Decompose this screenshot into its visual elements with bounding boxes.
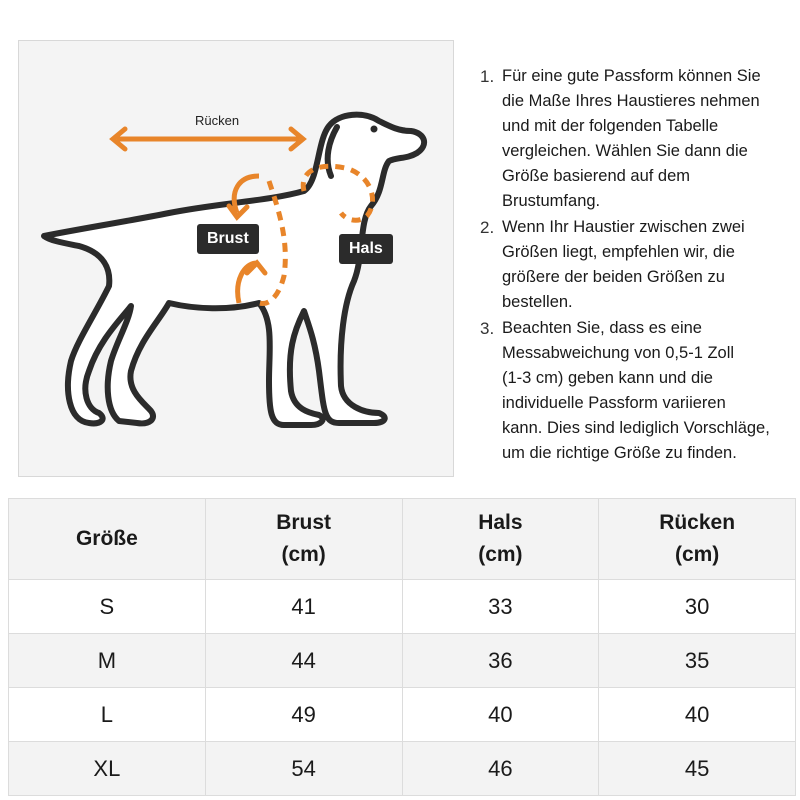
note-line: individuelle Passform variieren xyxy=(502,394,726,412)
dog-outline-icon xyxy=(41,111,428,428)
note-number: 2. xyxy=(480,218,495,237)
cell-back: 45 xyxy=(598,741,796,796)
cell-back: 30 xyxy=(598,579,796,634)
cell-chest: 44 xyxy=(204,633,403,688)
cell-neck: 46 xyxy=(401,741,600,796)
note-line: Beachten Sie, dass es eine xyxy=(502,319,702,337)
dog-measurement-illustration: Rücken Brust Hals xyxy=(18,40,454,477)
cell-chest: 54 xyxy=(204,741,403,796)
cell-size: S xyxy=(8,579,206,634)
cell-neck: 33 xyxy=(401,579,600,634)
header-back: Rücken (cm) xyxy=(598,498,796,580)
note-line: um die richtige Größe zu finden. xyxy=(502,444,737,462)
note-line: Für eine gute Passform können Sie xyxy=(502,67,761,85)
note-number: 1. xyxy=(480,67,495,86)
note-line: Größen liegt, empfehlen wir, die xyxy=(502,243,735,261)
note-line: Brustumfang. xyxy=(502,192,601,210)
cell-chest: 41 xyxy=(204,579,403,634)
cell-size: L xyxy=(8,687,206,742)
table-row: M 44 36 35 xyxy=(8,633,796,688)
cell-size: M xyxy=(8,633,206,688)
back-label: Rücken xyxy=(195,113,240,128)
cell-back: 35 xyxy=(598,633,796,688)
cell-neck: 40 xyxy=(401,687,600,742)
note-3: 3. Beachten Sie, dass es eine Messabweic… xyxy=(478,316,800,466)
note-1: 1. Für eine gute Passform können Sie die… xyxy=(478,64,800,214)
table-header-row: Größe Brust (cm) Hals (cm) Rücken (cm) xyxy=(8,498,796,580)
measurement-notes: 1. Für eine gute Passform können Sie die… xyxy=(478,64,800,467)
table-row: L 49 40 40 xyxy=(8,687,796,742)
cell-back: 40 xyxy=(598,687,796,742)
note-line: größere der beiden Größen zu xyxy=(502,268,725,286)
neck-label: Hals xyxy=(339,234,393,264)
header-size: Größe xyxy=(8,498,206,580)
size-table: Größe Brust (cm) Hals (cm) Rücken (cm) S 41… xyxy=(8,498,796,796)
note-line: Wenn Ihr Haustier zwischen zwei xyxy=(502,218,745,236)
note-line: (1-3 cm) geben kann und die xyxy=(502,369,713,387)
note-line: Messabweichung von 0,5-1 Zoll xyxy=(502,344,735,362)
note-line: vergleichen. Wählen Sie dann die xyxy=(502,142,748,160)
table-row: S 41 33 30 xyxy=(8,579,796,634)
note-line: und mit der folgenden Tabelle xyxy=(502,117,719,135)
note-line: kann. Dies sind lediglich Vorschläge, xyxy=(502,419,770,437)
note-line: Größe basierend auf dem xyxy=(502,167,691,185)
cell-size: XL xyxy=(8,741,206,796)
note-line: bestellen. xyxy=(502,293,573,311)
header-neck: Hals (cm) xyxy=(401,498,600,580)
cell-neck: 36 xyxy=(401,633,600,688)
chest-label: Brust xyxy=(197,224,259,254)
note-number: 3. xyxy=(480,319,495,338)
cell-chest: 49 xyxy=(204,687,403,742)
note-2: 2. Wenn Ihr Haustier zwischen zwei Größe… xyxy=(478,215,800,315)
header-chest: Brust (cm) xyxy=(204,498,403,580)
table-row: XL 54 46 45 xyxy=(8,741,796,796)
note-line: die Maße Ihres Haustieres nehmen xyxy=(502,92,760,110)
